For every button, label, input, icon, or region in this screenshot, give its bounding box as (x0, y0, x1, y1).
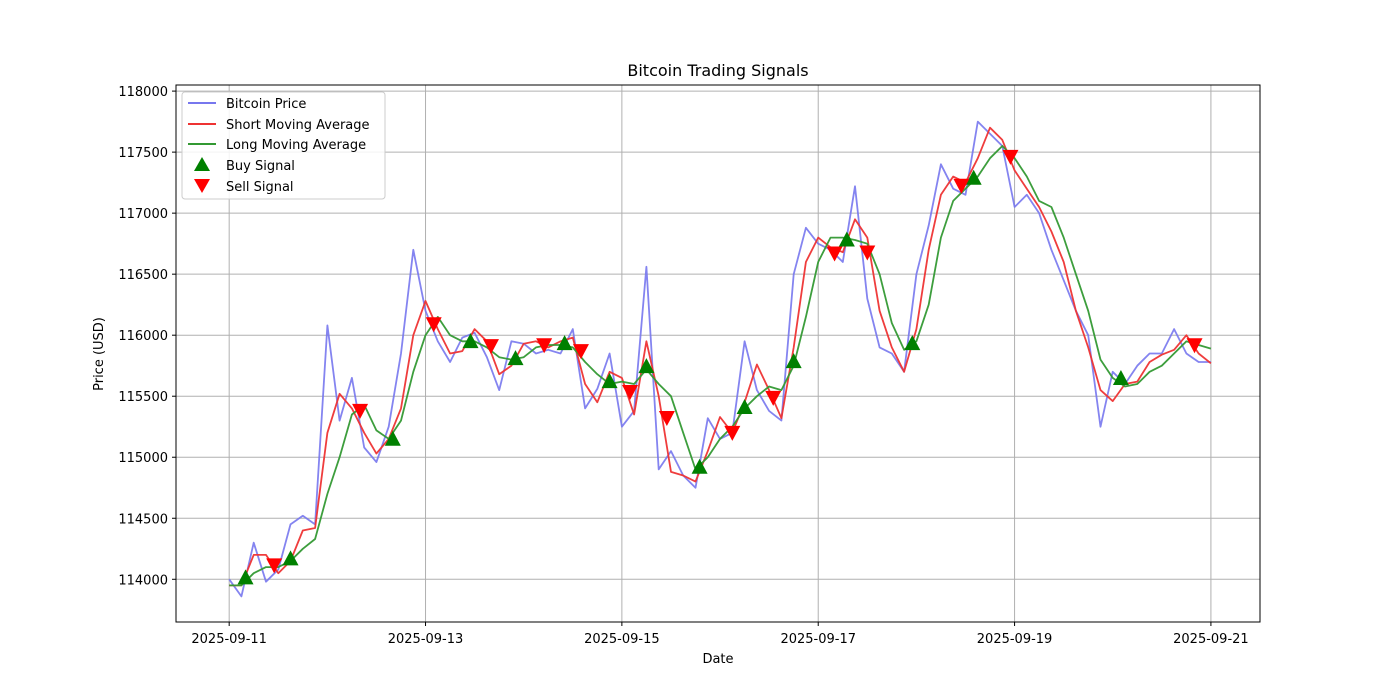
sell-signal-marker (572, 344, 589, 360)
x-tick-label: 2025-09-15 (584, 632, 660, 647)
legend-sell-label: Sell Signal (226, 180, 294, 195)
x-tick-label: 2025-09-19 (977, 632, 1053, 647)
legend-long-ma-label: Long Moving Average (226, 138, 366, 153)
sell-signal-marker (724, 425, 741, 441)
buy-signal-marker (462, 333, 479, 349)
sell-signal-marker (536, 338, 553, 354)
grid (176, 85, 1260, 622)
sell-signal-marker (352, 403, 369, 419)
y-tick-label: 116000 (118, 329, 168, 344)
long-ma-line (229, 145, 1212, 587)
sell-signal-marker (266, 558, 283, 574)
sell-signal-marker (859, 245, 876, 261)
sell-signal-marker (1002, 149, 1019, 165)
buy-signal-marker (1112, 370, 1129, 386)
buy-signal-marker (838, 231, 855, 247)
y-axis-label: Price (USD) (92, 317, 107, 391)
x-tick-label: 2025-09-11 (191, 632, 267, 647)
buy-signal-marker (282, 550, 299, 566)
buy-signal-marker (638, 358, 655, 374)
sell-signal-marker (425, 317, 442, 333)
y-tick-label: 117500 (118, 146, 168, 161)
y-tick-label: 114000 (118, 573, 168, 588)
buy-signal-marker (785, 353, 802, 369)
legend: Bitcoin Price Short Moving Average Long … (181, 91, 386, 200)
short-ma-line (229, 126, 1212, 587)
y-tick-label: 115000 (118, 451, 168, 466)
legend-sell-marker-icon (194, 179, 210, 193)
buy-signal-marker (691, 458, 708, 474)
sell-signal-marker (622, 384, 639, 400)
legend-short-ma-label: Short Moving Average (226, 118, 370, 133)
sell-signal-marker (658, 410, 675, 426)
x-tick-label: 2025-09-13 (388, 632, 464, 647)
sell-signal-marker (826, 246, 843, 262)
legend-box (181, 91, 386, 200)
x-axis: 2025-09-11 2025-09-13 2025-09-15 2025-09-17… (191, 622, 1249, 647)
y-tick-label: 115500 (118, 390, 168, 405)
x-tick-label: 2025-09-17 (780, 632, 856, 647)
y-axis: 114000 114500 115000 115500 116000 116500 1170… (118, 85, 176, 588)
sell-signal-marker (482, 339, 499, 355)
buy-signal-marker (556, 335, 573, 351)
buy-signal-marker (904, 335, 921, 351)
buy-signal-marker (601, 373, 618, 389)
sell-signal-marker (1186, 338, 1203, 354)
plot-area (228, 120, 1212, 598)
y-tick-label: 117000 (118, 207, 168, 222)
legend-price-label: Bitcoin Price (226, 97, 306, 112)
chart-title: Bitcoin Trading Signals (627, 61, 808, 80)
x-axis-label: Date (702, 652, 733, 667)
y-tick-label: 116500 (118, 268, 168, 283)
sell-signal-marker (765, 390, 782, 406)
buy-signal-marker (736, 398, 753, 414)
buy-signal-marker (965, 169, 982, 185)
legend-buy-label: Buy Signal (226, 159, 295, 174)
y-tick-label: 114500 (118, 512, 168, 527)
sell-signal-marker (953, 178, 970, 194)
x-tick-label: 2025-09-21 (1173, 632, 1249, 647)
buy-signal-marker (384, 430, 401, 446)
y-tick-label: 118000 (118, 85, 168, 100)
buy-signal-marker (507, 350, 524, 366)
buy-signal-marker (237, 569, 254, 585)
axes-frame (175, 84, 1261, 623)
legend-buy-marker-icon (194, 157, 210, 171)
